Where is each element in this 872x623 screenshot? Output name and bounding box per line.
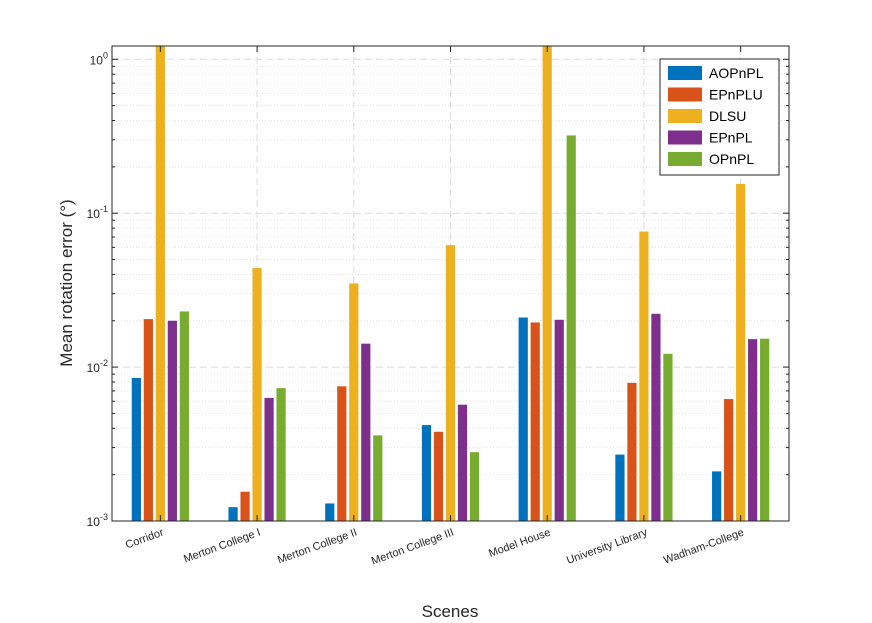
legend: AOPnPL EPnPLU DLSU EPnPL OPnPL	[659, 58, 780, 176]
legend-label-EPnPLU: EPnPLU	[709, 87, 763, 103]
bar-OPnPL-model-house	[566, 135, 576, 521]
legend-swatch-EPnPLU	[668, 87, 702, 102]
legend-swatch-DLSU	[668, 109, 702, 123]
bar-AOPnPL-merton-college-iii	[421, 425, 432, 521]
x-tick-label: Wadham-College	[662, 527, 746, 567]
bar-AOPnPL-corridor	[131, 377, 141, 521]
x-tick-label: Merton College I	[182, 527, 262, 566]
legend-label-DLSU: DLSU	[709, 108, 746, 124]
y-axis-title: Mean rotation error (°)	[57, 199, 76, 366]
legend-swatch-OPnPL	[668, 152, 702, 166]
bar-EPnPLU-model-house	[530, 322, 540, 521]
bar-DLSU-wadham-college	[736, 183, 746, 521]
bar-EPnPL-university-library	[651, 313, 661, 521]
bar-OPnPL-merton-college-i	[276, 388, 286, 521]
bar-EPnPL-merton-college-i	[264, 397, 274, 521]
legend-label-OPnPL: OPnPL	[709, 151, 754, 167]
bar-EPnPLU-merton-college-iii	[433, 431, 444, 521]
y-tick-label: 10-3	[87, 512, 108, 529]
bar-OPnPL-wadham-college	[760, 338, 770, 521]
bar-EPnPLU-wadham-college	[724, 399, 734, 521]
x-axis-title: Scenes	[422, 602, 479, 621]
bar-DLSU-merton-college-i	[252, 268, 262, 521]
legend-swatch-AOPnPL	[668, 66, 702, 80]
bar-AOPnPL-merton-college-ii	[325, 503, 335, 521]
bar-EPnPLU-merton-college-i	[240, 491, 250, 521]
bar-AOPnPL-model-house	[518, 317, 528, 521]
legend-label-AOPnPL: AOPnPL	[709, 65, 764, 81]
bar-AOPnPL-wadham-college	[712, 471, 722, 521]
bar-EPnPL-corridor	[167, 320, 177, 521]
bar-DLSU-merton-college-ii	[349, 283, 359, 521]
bar-AOPnPL-merton-college-i	[228, 507, 238, 521]
bar-DLSU-university-library	[639, 231, 649, 521]
bar-EPnPLU-university-library	[627, 382, 637, 521]
x-tick-label: Merton College III	[370, 527, 456, 568]
bar-EPnPL-model-house	[554, 319, 564, 521]
y-tick-label: 100	[90, 50, 108, 67]
bar-EPnPL-wadham-college	[748, 339, 758, 521]
bar-DLSU-model-house	[542, 46, 552, 521]
x-tick-label: Merton College II	[276, 527, 359, 567]
bar-OPnPL-university-library	[663, 353, 673, 521]
x-tick-label: Model House	[487, 527, 552, 560]
bar-EPnPL-merton-college-ii	[361, 343, 371, 521]
bar-EPnPLU-merton-college-ii	[337, 386, 347, 521]
legend-label-EPnPL: EPnPL	[709, 130, 753, 146]
x-tick-label: Corridor	[124, 526, 166, 551]
bar-OPnPL-merton-college-ii	[373, 435, 383, 521]
y-axis-ticks: 10-3 10-2 10-1 100	[87, 50, 789, 529]
x-tick-label: University Library	[565, 526, 649, 567]
y-tick-label: 10-1	[87, 204, 108, 221]
bar-DLSU-merton-college-iii	[445, 245, 456, 521]
bar-DLSU-corridor	[155, 46, 165, 521]
y-tick-label: 10-2	[87, 358, 108, 375]
bars	[131, 46, 770, 521]
legend-swatch-EPnPL	[668, 130, 702, 145]
bar-OPnPL-merton-college-iii	[469, 452, 480, 521]
bar-OPnPL-corridor	[179, 311, 189, 521]
bar-EPnPL-merton-college-iii	[457, 404, 468, 521]
bar-EPnPLU-corridor	[143, 319, 153, 521]
bar-AOPnPL-university-library	[615, 454, 625, 521]
